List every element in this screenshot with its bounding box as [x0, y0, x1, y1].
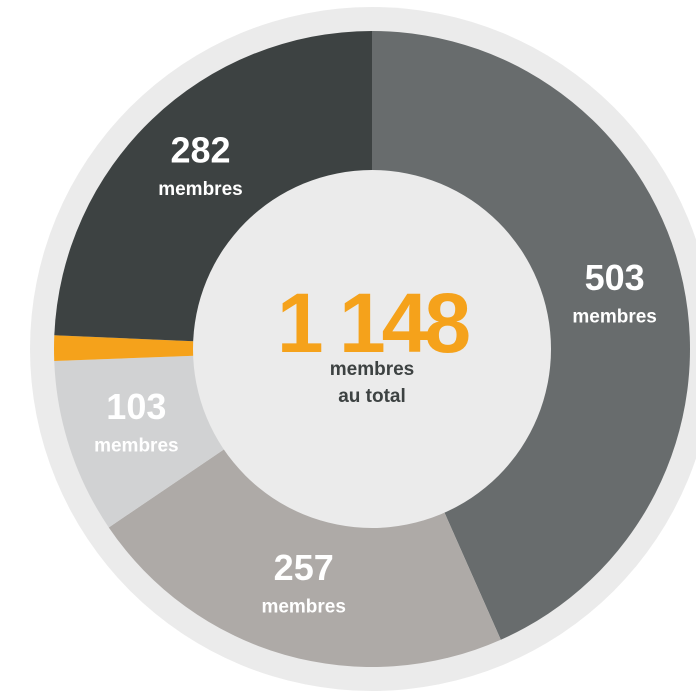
center-label: 1 148	[277, 276, 469, 370]
value-label: 103	[106, 386, 166, 427]
value-label: 282	[170, 129, 230, 170]
value-label: 257	[274, 547, 334, 588]
unit-label: membres	[94, 435, 179, 456]
center-sublabel: au total	[338, 386, 406, 407]
unit-label: membres	[158, 179, 243, 200]
unit-label: membres	[261, 596, 346, 617]
donut-hole	[193, 170, 551, 528]
labels: 503 membres 257 membres 103 membres 282 membres	[94, 129, 657, 617]
value-label: 503	[585, 257, 645, 298]
unit-label: membres	[572, 307, 657, 328]
center-sublabel: membres	[330, 359, 415, 380]
